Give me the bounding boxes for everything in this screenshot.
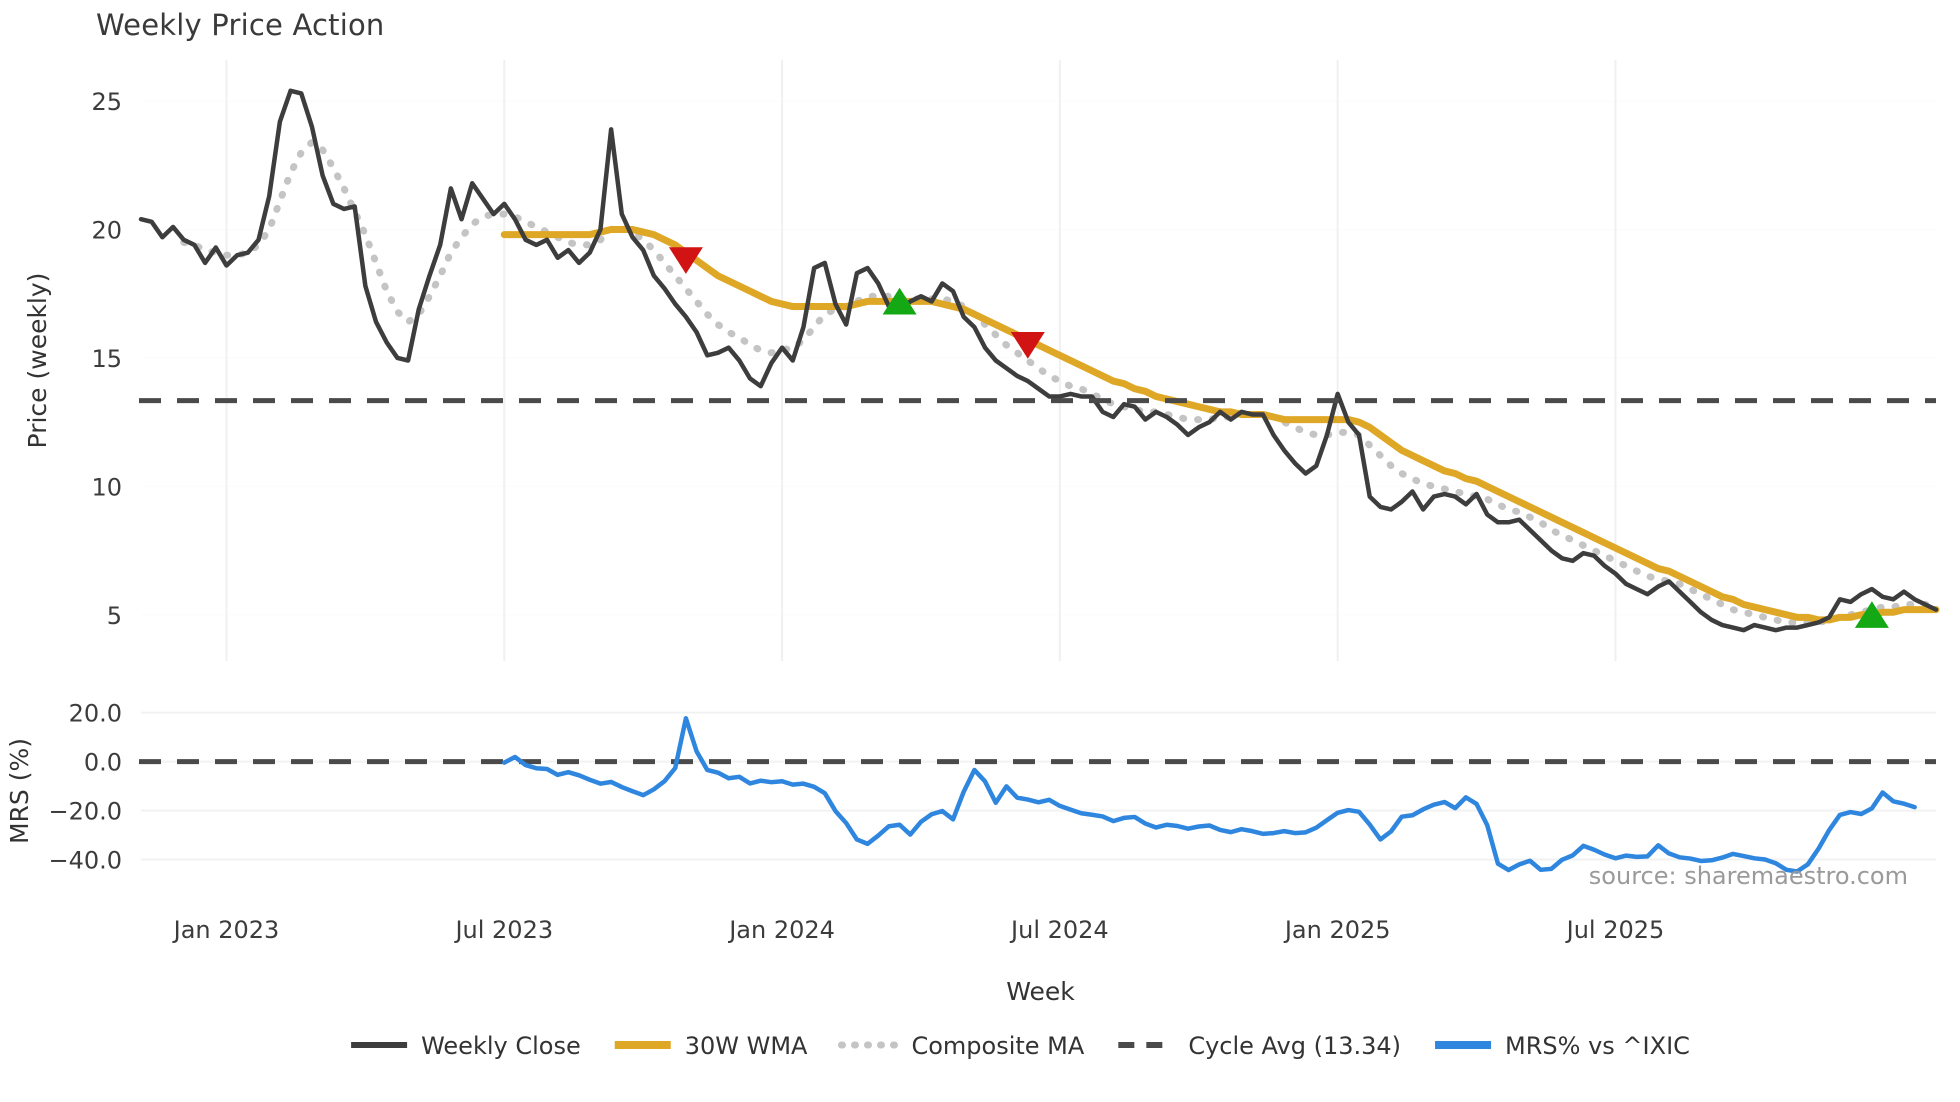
xtick-0: Jan 2023 xyxy=(172,916,280,944)
mrs-ytick-2: −20.0 xyxy=(48,798,122,826)
price-ytick-4: 5 xyxy=(107,602,122,630)
mrs-ytick-0: 20.0 xyxy=(69,700,122,728)
price-series-composite-ma xyxy=(180,138,1940,626)
xtick-3: Jul 2024 xyxy=(1009,916,1109,944)
legend-label-3[interactable]: Cycle Avg (13.34) xyxy=(1188,1032,1401,1060)
price-ytick-3: 10 xyxy=(91,473,122,501)
xtick-2: Jan 2024 xyxy=(727,916,835,944)
xtick-4: Jan 2025 xyxy=(1283,916,1391,944)
page-title: Weekly Price Action xyxy=(96,8,385,42)
buy-marker-3 xyxy=(1854,601,1889,628)
xtick-5: Jul 2025 xyxy=(1565,916,1665,944)
buy-marker-1 xyxy=(882,287,917,315)
legend-label-0[interactable]: Weekly Close xyxy=(421,1032,581,1060)
sell-marker-0 xyxy=(668,247,703,274)
price-ytick-0: 25 xyxy=(91,88,122,116)
price-ytick-2: 15 xyxy=(91,345,122,373)
source-watermark: source: sharemaestro.com xyxy=(1589,862,1908,890)
mrs-axis-label: MRS (%) xyxy=(5,738,34,844)
legend-label-2[interactable]: Composite MA xyxy=(911,1032,1084,1060)
legend-label-1[interactable]: 30W WMA xyxy=(685,1032,808,1060)
mrs-ytick-1: 0.0 xyxy=(84,749,122,777)
price-series-weekly-close xyxy=(138,88,1939,633)
price-ytick-1: 20 xyxy=(91,217,122,245)
mrs-series-mrs-vs-ixic xyxy=(502,716,1917,874)
price-axis-label: Price (weekly) xyxy=(23,273,52,449)
sell-marker-2 xyxy=(1010,332,1045,359)
x-axis-label: Week xyxy=(1006,977,1075,1006)
mrs-ytick-3: −40.0 xyxy=(48,847,122,875)
price-series-30w-wma xyxy=(500,226,1940,624)
xtick-1: Jul 2023 xyxy=(453,916,553,944)
legend-label-4[interactable]: MRS% vs ^IXIC xyxy=(1505,1032,1690,1060)
